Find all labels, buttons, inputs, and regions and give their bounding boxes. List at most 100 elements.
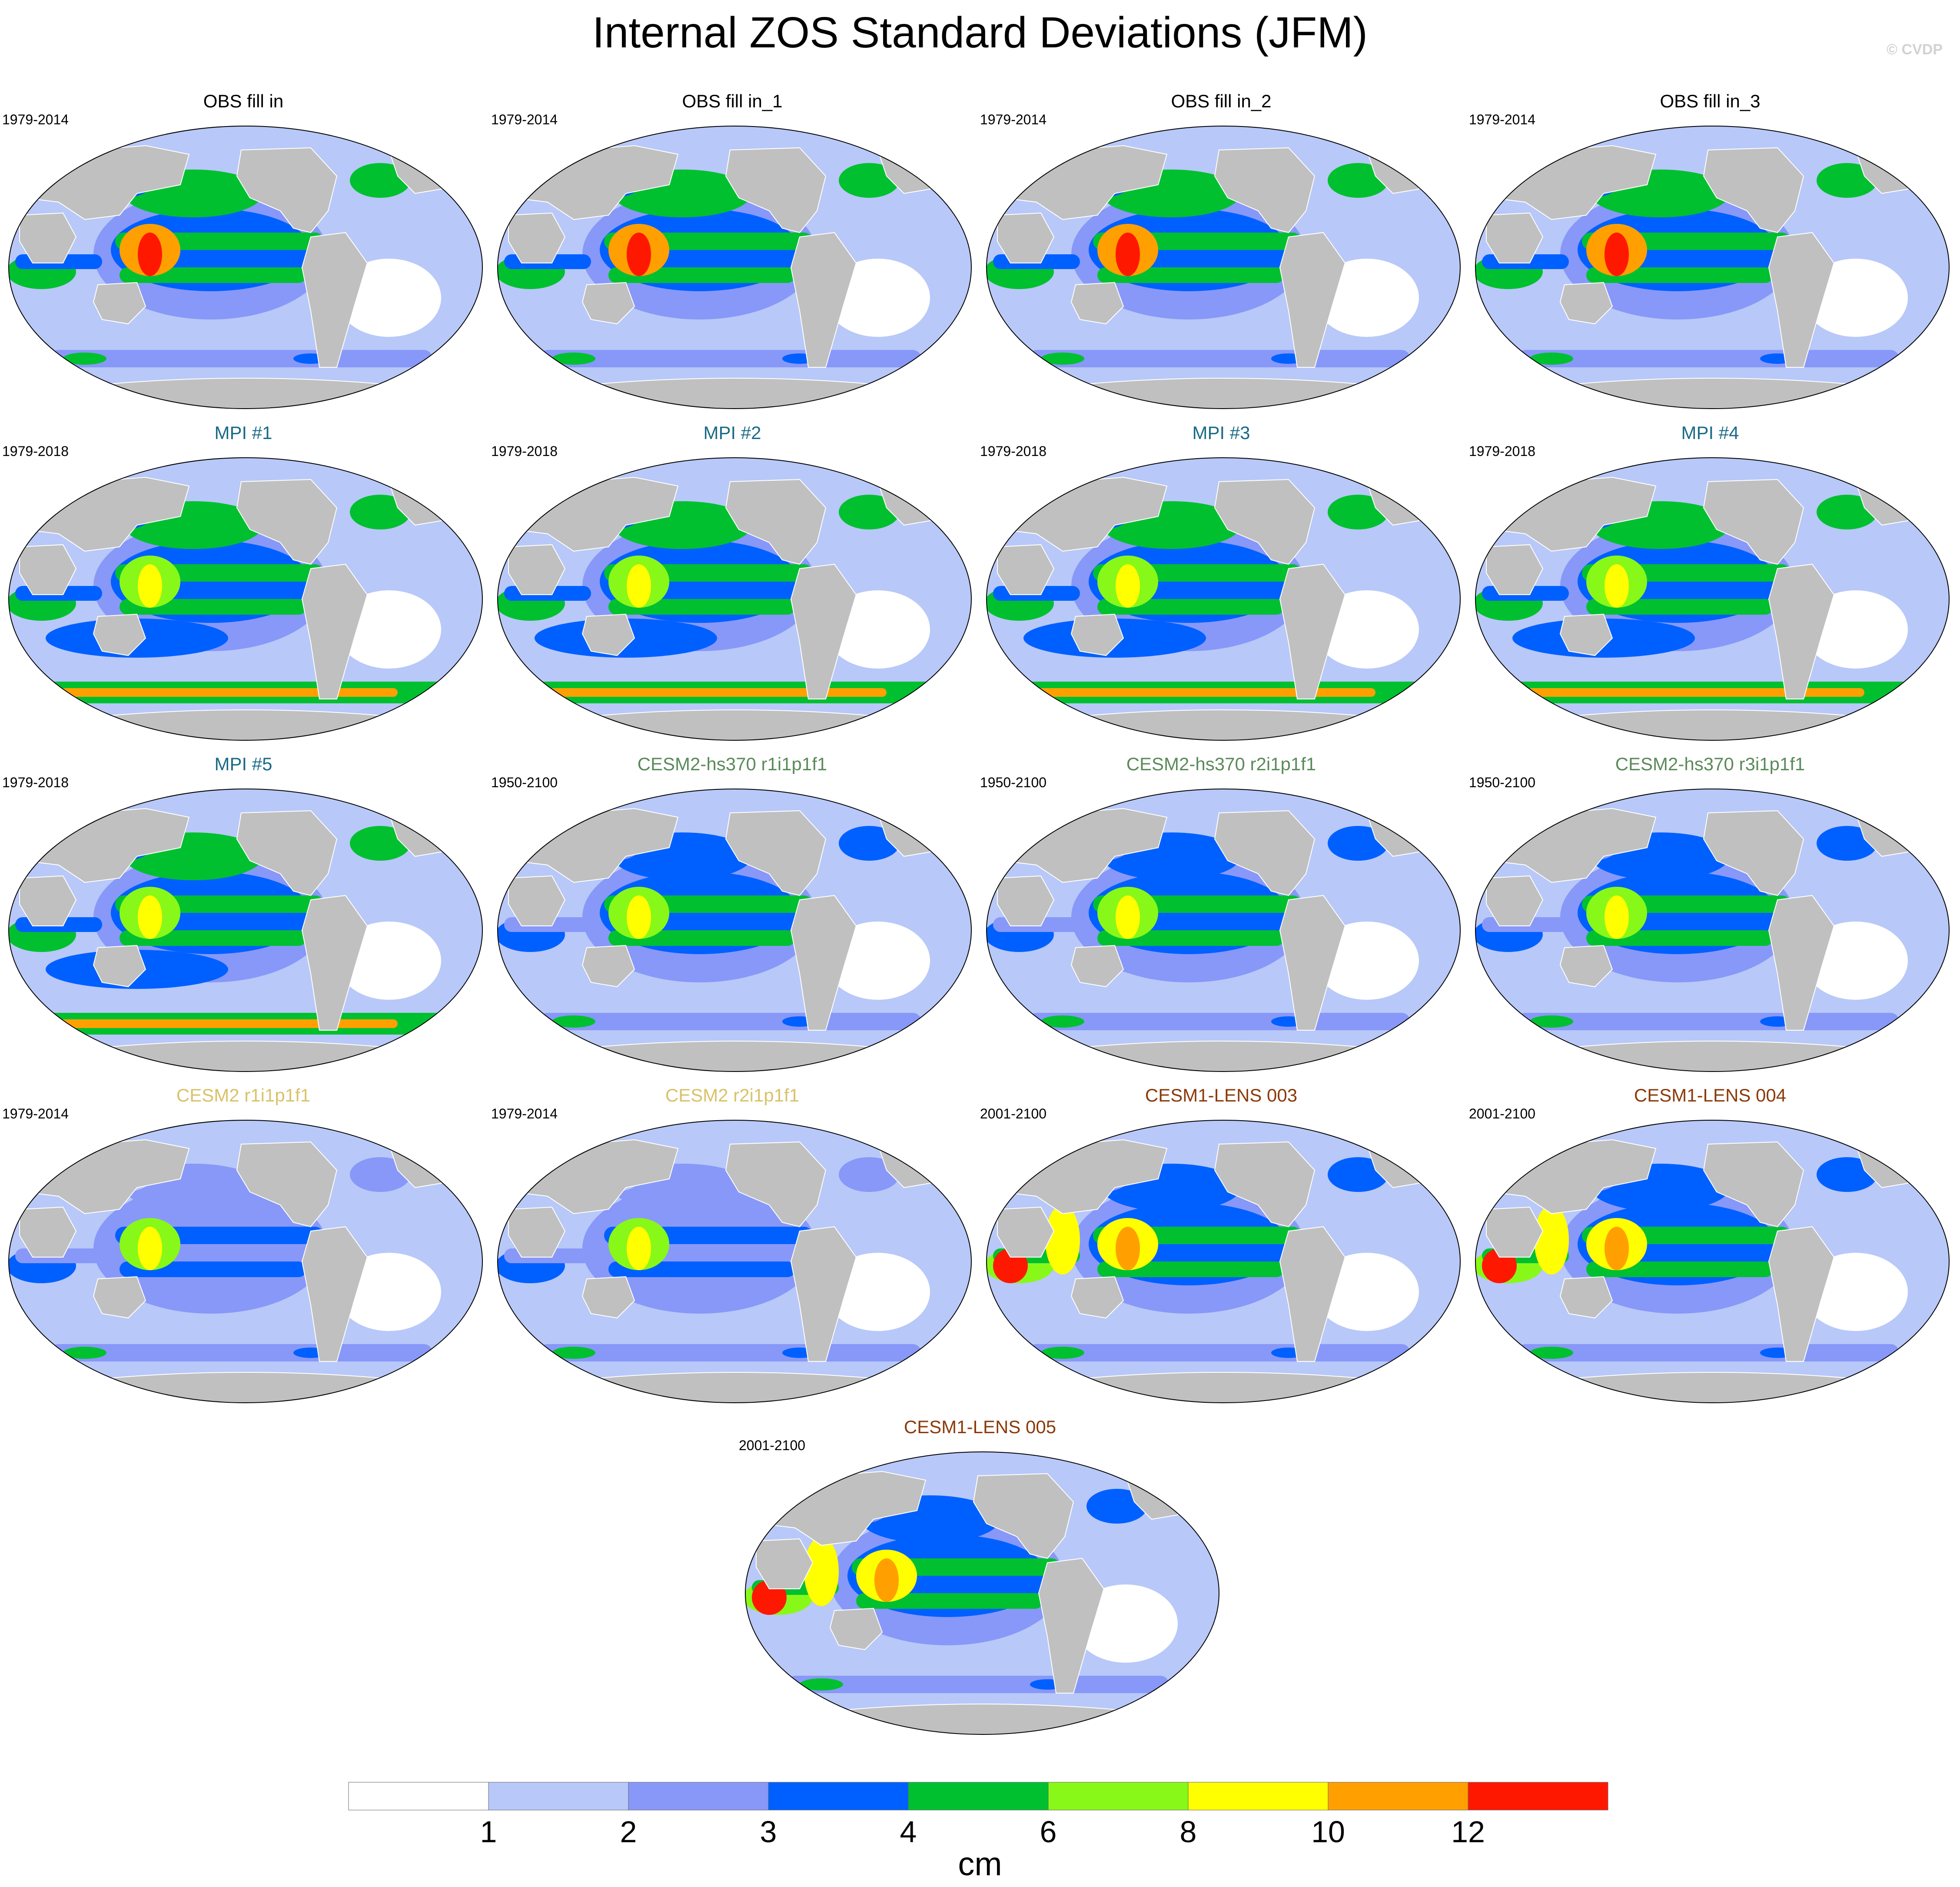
map-border bbox=[986, 1120, 1461, 1403]
warm-pool-peak bbox=[627, 564, 651, 608]
robinson-map bbox=[1475, 1120, 1950, 1403]
colorbar-tick-label: 12 bbox=[1451, 1815, 1485, 1847]
map-panel: MPI #5 1979-2018 bbox=[2, 752, 485, 1074]
map-border bbox=[497, 457, 972, 741]
map-border bbox=[497, 1120, 972, 1403]
panel-period: 1979-2014 bbox=[491, 112, 558, 127]
robinson-map bbox=[986, 789, 1461, 1072]
warm-pool-peak bbox=[138, 895, 162, 939]
map-panel: CESM2-hs370 r3i1p1f1 1950-2100 bbox=[1469, 752, 1951, 1074]
robinson-map bbox=[497, 457, 972, 741]
north-america bbox=[1214, 479, 1316, 565]
robinson-map bbox=[1475, 789, 1950, 1072]
north-america bbox=[1703, 147, 1804, 233]
map-border bbox=[8, 1120, 483, 1403]
australia bbox=[1559, 1276, 1613, 1319]
africa bbox=[508, 1206, 566, 1258]
map-panel: CESM1-LENS 003 2001-2100 bbox=[980, 1083, 1462, 1405]
australia bbox=[93, 613, 146, 656]
panel-period: 1979-2018 bbox=[1469, 443, 1536, 459]
panel-title: CESM1-LENS 005 bbox=[904, 1417, 1056, 1437]
colorbar-unit: cm bbox=[958, 1846, 1002, 1883]
gulf-stream bbox=[350, 495, 411, 529]
gulf-stream bbox=[350, 163, 411, 198]
warm-pool-peak bbox=[627, 233, 651, 276]
panel-title: MPI #2 bbox=[703, 423, 761, 443]
africa bbox=[1486, 544, 1544, 595]
colorbar-box bbox=[1048, 1782, 1189, 1810]
map-panel: OBS fill in_1 1979-2014 bbox=[491, 89, 973, 411]
warm-pool-peak bbox=[1605, 564, 1629, 608]
map-border bbox=[8, 126, 483, 409]
colorbar-box bbox=[628, 1782, 769, 1810]
robinson-map bbox=[497, 789, 972, 1072]
warm-pool-peak bbox=[1116, 564, 1140, 608]
panel-period: 1950-2100 bbox=[980, 775, 1047, 790]
antarctic-circumpolar-band bbox=[1028, 350, 1410, 367]
africa bbox=[997, 212, 1055, 263]
map-panel: MPI #2 1979-2018 bbox=[491, 421, 973, 742]
australia bbox=[829, 1607, 883, 1651]
map-panel: OBS fill in 1979-2014 bbox=[2, 89, 485, 411]
panel-title: MPI #1 bbox=[214, 423, 272, 443]
southern-ocean-patch bbox=[1041, 1347, 1084, 1359]
south-america bbox=[301, 563, 368, 699]
colorbar-box bbox=[1188, 1782, 1329, 1810]
gulf-stream bbox=[1328, 826, 1389, 861]
southern-ocean-patch bbox=[1530, 353, 1573, 365]
southern-ocean-patch bbox=[1041, 1015, 1084, 1028]
africa bbox=[19, 875, 77, 926]
robinson-map bbox=[8, 126, 483, 409]
gulf-stream bbox=[1328, 163, 1389, 198]
antarctic-circumpolar-peak bbox=[1036, 688, 1375, 697]
map-panel: MPI #3 1979-2018 bbox=[980, 421, 1462, 742]
warm-pool-peak bbox=[1605, 233, 1629, 276]
colorbar-box bbox=[488, 1782, 629, 1810]
colorbar-tick-label: 3 bbox=[760, 1815, 777, 1847]
australia bbox=[581, 282, 635, 325]
panel-title: CESM1-LENS 004 bbox=[1634, 1085, 1787, 1105]
north-america bbox=[236, 479, 338, 565]
panel-period: 1979-2014 bbox=[2, 1106, 69, 1122]
map-panel: MPI #4 1979-2018 bbox=[1469, 421, 1951, 742]
map-border bbox=[986, 789, 1461, 1072]
robinson-map bbox=[497, 126, 972, 409]
colorbar-box bbox=[1468, 1782, 1608, 1810]
panel-title: OBS fill in_2 bbox=[1171, 91, 1272, 111]
gulf-stream bbox=[1328, 495, 1389, 529]
map-border bbox=[745, 1451, 1219, 1735]
australia bbox=[93, 282, 146, 325]
map-panel: OBS fill in_3 1979-2014 bbox=[1469, 89, 1951, 411]
map-panel: CESM1-LENS 005 2001-2100 bbox=[739, 1415, 1221, 1737]
panel-title: CESM2-hs370 r1i1p1f1 bbox=[637, 754, 827, 774]
africa bbox=[756, 1538, 814, 1589]
colorbar-tick-label: 8 bbox=[1180, 1815, 1197, 1847]
panel-title: CESM2 r1i1p1f1 bbox=[176, 1085, 311, 1105]
south-america bbox=[301, 1226, 368, 1362]
warm-pool-peak bbox=[1605, 895, 1629, 939]
panel-title: CESM1-LENS 003 bbox=[1145, 1085, 1298, 1105]
map-panel: CESM1-LENS 004 2001-2100 bbox=[1469, 1083, 1951, 1405]
panel-period: 1950-2100 bbox=[491, 775, 558, 790]
map-border bbox=[1475, 1120, 1950, 1403]
colorbar-box bbox=[1328, 1782, 1468, 1810]
south-america bbox=[1768, 1226, 1835, 1362]
robinson-map bbox=[497, 1120, 972, 1403]
panel-title: OBS fill in_3 bbox=[1660, 91, 1761, 111]
map-panel: CESM2 r2i1p1f1 1979-2014 bbox=[491, 1083, 973, 1405]
colorbar-tick-label: 6 bbox=[1040, 1815, 1057, 1847]
antarctic-circumpolar-band bbox=[1028, 1344, 1410, 1361]
southern-ocean-patch bbox=[1530, 1015, 1573, 1028]
gulf-stream bbox=[350, 1157, 411, 1192]
panel-title: MPI #4 bbox=[1681, 423, 1739, 443]
africa bbox=[1486, 1206, 1544, 1258]
map-border bbox=[8, 789, 483, 1072]
southern-ocean-patch bbox=[552, 1015, 595, 1028]
north-america bbox=[236, 810, 338, 896]
antarctic-circumpolar-peak bbox=[1525, 688, 1864, 697]
gulf-stream bbox=[839, 163, 900, 198]
africa bbox=[508, 212, 566, 263]
map-border bbox=[497, 126, 972, 409]
south-america bbox=[790, 1226, 857, 1362]
gulf-stream bbox=[1086, 1489, 1147, 1524]
